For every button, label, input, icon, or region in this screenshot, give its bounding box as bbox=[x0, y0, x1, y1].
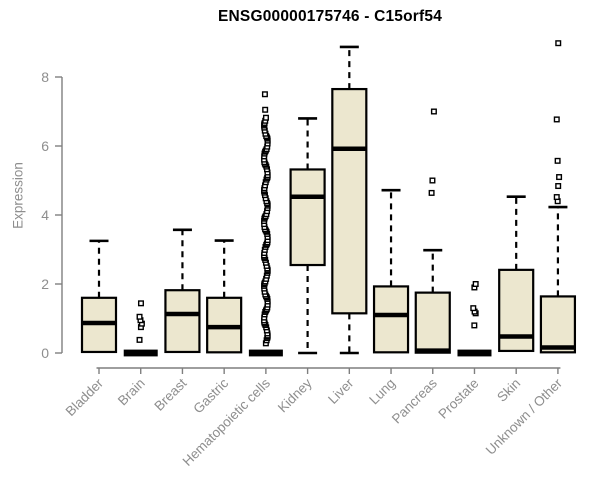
x-tick-label-gastric: Gastric bbox=[190, 375, 231, 416]
outlier-point bbox=[430, 108, 437, 115]
x-tick-label-pancreas: Pancreas bbox=[389, 375, 440, 426]
x-tick-label-brain: Brain bbox=[115, 376, 148, 409]
iqr-box bbox=[372, 285, 410, 354]
collapsed-box bbox=[123, 349, 158, 357]
box-skin bbox=[498, 195, 535, 353]
iqr-box bbox=[498, 268, 535, 353]
box-unknown-other bbox=[539, 40, 577, 354]
outlier-point bbox=[262, 106, 269, 113]
iqr-box bbox=[164, 289, 201, 354]
outlier-point bbox=[556, 174, 563, 181]
iqr-box bbox=[414, 291, 451, 354]
box-lung bbox=[372, 188, 410, 354]
y-tick-label: 0 bbox=[41, 345, 49, 361]
outlier-point bbox=[262, 114, 269, 121]
box-bladder bbox=[80, 239, 118, 354]
outlier-point bbox=[261, 91, 268, 98]
box-breast bbox=[164, 228, 201, 354]
box-pancreas bbox=[414, 108, 451, 354]
box-gastric bbox=[206, 239, 243, 354]
outlier-point bbox=[472, 281, 479, 288]
outlier-point bbox=[429, 177, 436, 184]
y-tick-label: 8 bbox=[41, 69, 49, 85]
outlier-point bbox=[553, 194, 560, 201]
x-tick-label-liver: Liver bbox=[325, 375, 357, 407]
box-hematopoietic-cells bbox=[248, 91, 283, 357]
x-tick-label-breast: Breast bbox=[151, 375, 189, 413]
box-kidney bbox=[289, 117, 326, 355]
outlier-point bbox=[136, 336, 143, 343]
outlier-point bbox=[553, 116, 560, 123]
outlier-point bbox=[136, 313, 143, 320]
chart-title: ENSG00000175746 - C15orf54 bbox=[217, 8, 443, 25]
box-brain bbox=[123, 300, 158, 357]
iqr-box bbox=[331, 87, 368, 315]
outlier-point bbox=[137, 300, 144, 307]
box-liver bbox=[331, 45, 368, 355]
x-tick-label-skin: Skin bbox=[494, 376, 523, 405]
y-axis: 0 2 4 6 8 bbox=[41, 69, 63, 361]
x-tick-label-bladder: Bladder bbox=[63, 375, 107, 419]
y-tick-label: 4 bbox=[41, 207, 49, 223]
x-tick-label-lung: Lung bbox=[366, 376, 398, 408]
collapsed-box bbox=[248, 349, 283, 357]
iqr-box bbox=[289, 168, 326, 267]
outlier-point bbox=[555, 40, 562, 47]
collapsed-box bbox=[457, 349, 492, 357]
y-tick-label: 6 bbox=[41, 138, 49, 154]
y-tick-label: 2 bbox=[41, 276, 49, 292]
x-tick-label-kidney: Kidney bbox=[275, 375, 315, 415]
outlier-point bbox=[555, 183, 562, 190]
outlier-point bbox=[428, 189, 435, 196]
outlier-point bbox=[470, 305, 477, 312]
x-tick-label-prostate: Prostate bbox=[435, 376, 481, 422]
x-tick-label-unknown-other: Unknown / Other bbox=[483, 375, 566, 458]
iqr-box bbox=[539, 295, 577, 354]
outlier-point bbox=[471, 322, 478, 329]
box-prostate bbox=[457, 281, 492, 357]
outlier-point bbox=[554, 157, 561, 164]
